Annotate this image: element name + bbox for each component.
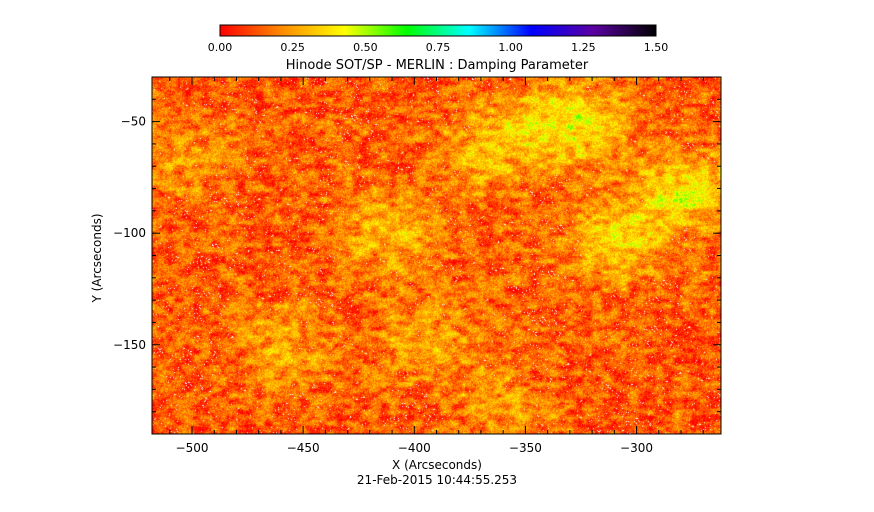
x-tick-label: −450: [287, 441, 320, 455]
colorbar-tick-label: 0.50: [353, 41, 378, 54]
colorbar-tick-labels: 0.00 0.25 0.50 0.75 1.00 1.25 1.50: [208, 41, 669, 54]
chart-title: Hinode SOT/SP - MERLIN : Damping Paramet…: [286, 58, 589, 73]
colorbar-tick-label: 1.50: [644, 41, 669, 54]
colorbar: 0.00 0.25 0.50 0.75 1.00 1.25 1.50: [208, 24, 669, 54]
colorbar-tick-label: 0.75: [426, 41, 451, 54]
x-tick-label: −350: [509, 441, 542, 455]
y-tick-label: −50: [121, 115, 146, 129]
axis-ticks: −500 −450 −400 −350 −300 −50 −100 −150: [113, 76, 721, 455]
colorbar-tick-label: 1.00: [498, 41, 523, 54]
colorbar-tick-label: 0.25: [280, 41, 305, 54]
y-tick-label: −100: [113, 226, 146, 240]
colorbar-tick-label: 0.00: [208, 41, 233, 54]
heatmap-image: [152, 77, 721, 434]
heatmap-plot: −500 −450 −400 −350 −300 −50 −100 −150: [113, 76, 722, 455]
x-tick-label: −300: [620, 441, 653, 455]
y-axis-label: Y (Arcseconds): [90, 213, 104, 303]
colorbar-tick-label: 1.25: [571, 41, 596, 54]
colorbar-gradient: [219, 24, 657, 37]
timestamp: 21-Feb-2015 10:44:55.253: [357, 473, 517, 487]
y-tick-label: −150: [113, 338, 146, 352]
x-tick-label: −500: [176, 441, 209, 455]
x-axis-label: X (Arcseconds): [392, 458, 482, 472]
x-tick-label: −400: [398, 441, 431, 455]
